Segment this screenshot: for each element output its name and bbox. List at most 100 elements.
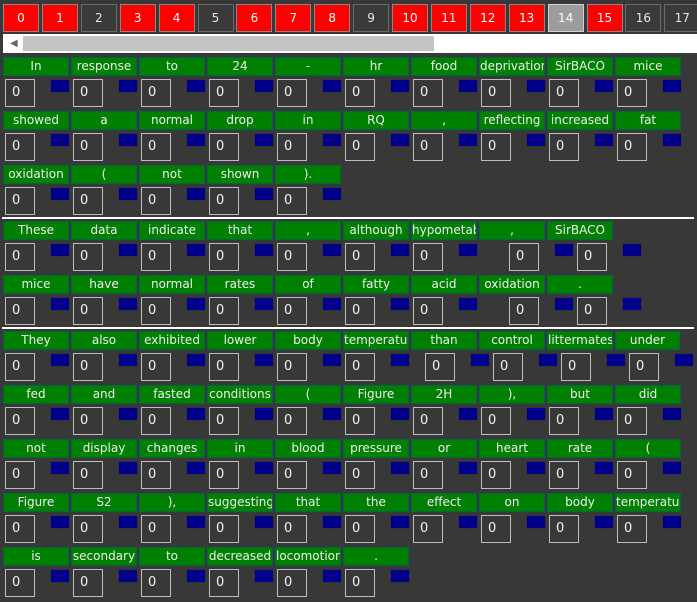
marker-button[interactable]	[322, 243, 342, 257]
marker-button[interactable]	[526, 133, 546, 147]
marker-button[interactable]	[458, 297, 478, 311]
word-token[interactable]: of	[275, 275, 341, 294]
word-token[interactable]: These	[3, 221, 69, 240]
word-token[interactable]: (	[615, 439, 681, 458]
value-input[interactable]: 0	[73, 515, 103, 543]
word-token[interactable]: indicate	[139, 221, 205, 240]
marker-button[interactable]	[622, 297, 642, 311]
value-input[interactable]: 0	[277, 569, 307, 597]
word-token[interactable]: under	[615, 331, 680, 350]
word-token[interactable]: body	[547, 493, 613, 512]
marker-button[interactable]	[50, 187, 70, 201]
word-token[interactable]: Figure	[3, 493, 69, 512]
marker-button[interactable]	[118, 133, 138, 147]
value-input[interactable]: 0	[425, 353, 455, 381]
word-token[interactable]: exhibited	[139, 331, 205, 350]
marker-button[interactable]	[390, 461, 410, 475]
marker-button[interactable]	[322, 407, 342, 421]
marker-button[interactable]	[662, 79, 682, 93]
marker-button[interactable]	[254, 515, 274, 529]
value-input[interactable]: 0	[141, 187, 171, 215]
value-input[interactable]: 0	[5, 79, 35, 107]
word-token[interactable]: normal	[139, 111, 205, 130]
tab-5[interactable]: 5	[197, 4, 234, 32]
tab-17[interactable]: 17	[664, 4, 697, 32]
value-input[interactable]: 0	[481, 407, 511, 435]
word-token[interactable]: showed	[3, 111, 69, 130]
word-token[interactable]: drop	[207, 111, 273, 130]
word-token[interactable]: fasted	[139, 385, 205, 404]
value-input[interactable]: 0	[577, 297, 607, 325]
word-token[interactable]: .	[547, 275, 613, 294]
marker-button[interactable]	[254, 133, 274, 147]
marker-button[interactable]	[594, 515, 614, 529]
marker-button[interactable]	[458, 515, 478, 529]
marker-button[interactable]	[594, 133, 614, 147]
word-token[interactable]: decreased	[207, 547, 273, 566]
value-input[interactable]: 0	[209, 407, 239, 435]
value-input[interactable]: 0	[413, 133, 443, 161]
word-token[interactable]: locomotion	[275, 547, 341, 566]
word-token[interactable]: .	[343, 547, 409, 566]
value-input[interactable]: 0	[277, 407, 307, 435]
value-input[interactable]: 0	[277, 133, 307, 161]
scroll-left-arrow-icon[interactable]: ◀	[10, 38, 18, 49]
word-token[interactable]: the	[343, 493, 409, 512]
marker-button[interactable]	[50, 515, 70, 529]
value-input[interactable]: 0	[209, 353, 239, 381]
value-input[interactable]: 0	[481, 461, 511, 489]
value-input[interactable]: 0	[345, 461, 375, 489]
value-input[interactable]: 0	[561, 353, 591, 381]
marker-button[interactable]	[322, 79, 342, 93]
value-input[interactable]: 0	[345, 133, 375, 161]
word-token[interactable]: in	[207, 439, 273, 458]
horizontal-scrollbar[interactable]: ◀	[3, 34, 697, 53]
value-input[interactable]: 0	[141, 569, 171, 597]
word-token[interactable]: ,	[275, 221, 341, 240]
value-input[interactable]: 0	[481, 79, 511, 107]
marker-button[interactable]	[254, 407, 274, 421]
value-input[interactable]: 0	[73, 187, 103, 215]
marker-button[interactable]	[186, 243, 206, 257]
value-input[interactable]: 0	[549, 461, 579, 489]
value-input[interactable]: 0	[73, 79, 103, 107]
word-token[interactable]: and	[71, 385, 137, 404]
value-input[interactable]: 0	[209, 243, 239, 271]
tab-7[interactable]: 7	[275, 4, 312, 32]
word-token[interactable]: also	[71, 331, 137, 350]
marker-button[interactable]	[322, 461, 342, 475]
word-token[interactable]: control	[479, 331, 545, 350]
word-token[interactable]: S2	[71, 493, 137, 512]
value-input[interactable]: 0	[549, 407, 579, 435]
marker-button[interactable]	[254, 353, 274, 367]
marker-button[interactable]	[538, 353, 558, 367]
tab-13[interactable]: 13	[508, 4, 545, 32]
value-input[interactable]: 0	[617, 133, 647, 161]
value-input[interactable]: 0	[277, 243, 307, 271]
word-token[interactable]: ),	[479, 385, 545, 404]
value-input[interactable]: 0	[617, 407, 647, 435]
value-input[interactable]: 0	[549, 515, 579, 543]
value-input[interactable]: 0	[73, 461, 103, 489]
value-input[interactable]: 0	[5, 407, 35, 435]
marker-button[interactable]	[322, 297, 342, 311]
tab-10[interactable]: 10	[392, 4, 428, 32]
marker-button[interactable]	[606, 353, 626, 367]
word-token[interactable]: shown	[207, 165, 273, 184]
marker-button[interactable]	[662, 515, 682, 529]
word-token[interactable]: fed	[3, 385, 69, 404]
word-token[interactable]: that	[207, 221, 273, 240]
word-token[interactable]: not	[3, 439, 69, 458]
marker-button[interactable]	[662, 407, 682, 421]
word-token[interactable]: to	[139, 547, 205, 566]
value-input[interactable]: 0	[277, 297, 307, 325]
value-input[interactable]: 0	[413, 297, 443, 325]
value-input[interactable]: 0	[413, 79, 443, 107]
value-input[interactable]: 0	[73, 243, 103, 271]
marker-button[interactable]	[186, 461, 206, 475]
value-input[interactable]: 0	[5, 569, 35, 597]
word-token[interactable]: although	[343, 221, 409, 240]
word-token[interactable]: SirBACO	[547, 57, 613, 76]
marker-button[interactable]	[118, 353, 138, 367]
value-input[interactable]: 0	[73, 297, 103, 325]
